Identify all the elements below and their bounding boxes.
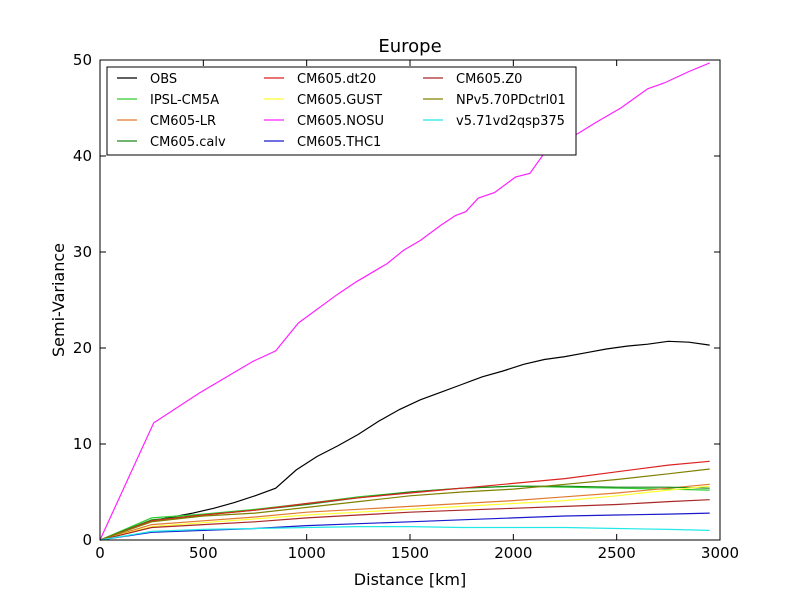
legend-label-2: CM605-LR: [150, 114, 216, 129]
y-tick-label-3: 30: [73, 243, 92, 261]
y-tick-label-4: 40: [73, 147, 92, 165]
chart-title: Europe: [378, 36, 441, 57]
series-line-10: [99, 525, 710, 541]
x-axis-ticks: 0 500 1000 1500 2000 2500 3000: [95, 60, 739, 562]
series-line-7: [99, 512, 710, 541]
series-line-2: [99, 483, 710, 541]
y-tick-label-1: 10: [73, 435, 92, 453]
x-tick-label-0: 0: [95, 544, 105, 562]
series-line-9: [99, 468, 710, 541]
series-line-8: [99, 499, 710, 541]
legend-label-0: OBS: [150, 72, 177, 87]
legend-label-1: IPSL-CM5A: [150, 93, 219, 108]
y-axis-ticks: 0 10 20 30 40 50: [73, 51, 720, 549]
plot-lines: [99, 62, 710, 541]
x-tick-label-3: 1500: [391, 544, 429, 562]
y-axis-label: Semi-Variance: [49, 243, 68, 357]
x-tick-label-4: 2000: [494, 544, 532, 562]
legend-label-10: v5.71vd2qsp375: [456, 114, 565, 129]
series-line-4: [99, 460, 710, 541]
series-line-6: [99, 62, 710, 541]
x-tick-label-2: 1000: [288, 544, 326, 562]
legend-label-5: CM605.GUST: [297, 93, 382, 108]
x-tick-label-5: 2500: [598, 544, 636, 562]
x-tick-label-6: 3000: [701, 544, 739, 562]
y-tick-label-5: 50: [73, 51, 92, 69]
legend-label-9: NPv5.70PDctrl01: [456, 93, 566, 108]
y-tick-label-0: 0: [82, 531, 92, 549]
legend: OBS IPSL-CM5A CM605-LR CM605.calv CM605.dt20…: [106, 66, 577, 156]
x-axis-label: Distance [km]: [354, 570, 466, 589]
legend-label-6: CM605.NOSU: [297, 114, 384, 129]
legend-label-3: CM605.calv: [150, 135, 226, 150]
legend-frame: [106, 66, 577, 156]
series-line-0: [99, 340, 710, 541]
legend-label-4: CM605.dt20: [297, 72, 376, 87]
legend-label-7: CM605.THC1: [297, 135, 381, 150]
legend-label-8: CM605.Z0: [456, 72, 522, 87]
y-tick-label-2: 20: [73, 339, 92, 357]
series-line-5: [99, 485, 710, 541]
x-tick-label-1: 500: [189, 544, 218, 562]
